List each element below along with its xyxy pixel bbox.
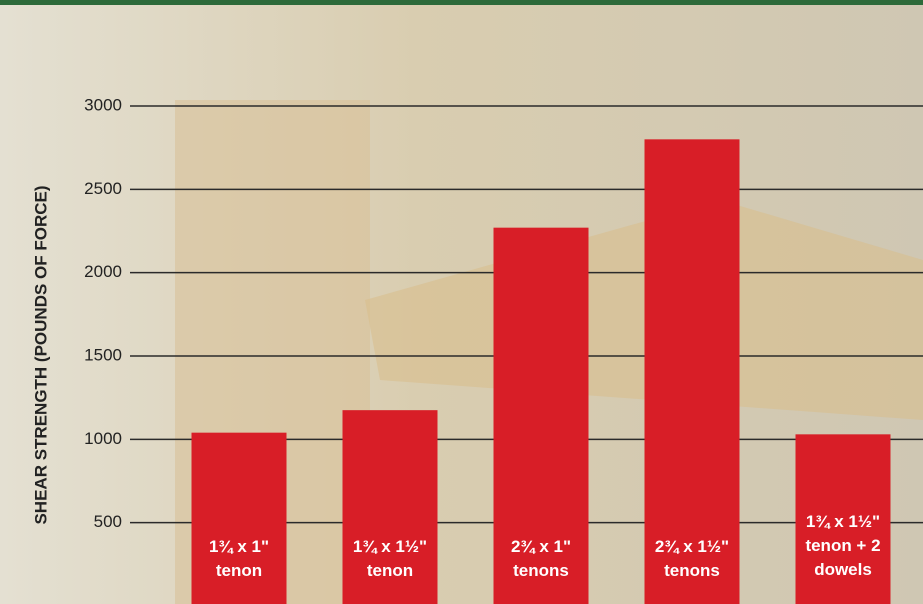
bar bbox=[644, 139, 740, 604]
bar bbox=[493, 227, 589, 604]
x-tick-label-line: tenons bbox=[664, 561, 720, 580]
bar bbox=[191, 432, 287, 604]
x-tick-label: 1¾ x 1" tenon bbox=[209, 537, 269, 580]
y-tick-label: 2000 bbox=[84, 262, 122, 281]
x-tick-label-line: 1¾ x 1½" bbox=[806, 512, 880, 531]
x-tick-label: 2¾ x 1" tenons bbox=[511, 537, 571, 580]
y-tick-label: 2500 bbox=[84, 179, 122, 198]
y-tick-label: 500 bbox=[94, 512, 122, 531]
y-tick-label: 3000 bbox=[84, 95, 122, 114]
x-tick-label-line: tenon bbox=[216, 561, 262, 580]
bar bbox=[795, 434, 891, 604]
x-tick-label-line: 1¾ x 1½" bbox=[353, 537, 427, 556]
y-tick-label: 1000 bbox=[84, 429, 122, 448]
x-tick-label: 1¾ x 1½" tenon bbox=[353, 537, 427, 580]
top-stripe bbox=[0, 0, 923, 5]
x-tick-label-line: 2¾ x 1½" bbox=[655, 537, 729, 556]
x-tick-label-line: dowels bbox=[814, 560, 872, 579]
y-tick-label: 1500 bbox=[84, 345, 122, 364]
x-tick-label-line: 1¾ x 1" bbox=[209, 537, 269, 556]
x-tick-label-line: tenons bbox=[513, 561, 569, 580]
x-tick-label: 2¾ x 1½" tenons bbox=[655, 537, 729, 580]
x-tick-label-line: tenon + 2 bbox=[805, 536, 880, 555]
y-axis-title: SHEAR STRENGTH (POUNDS OF FORCE) bbox=[31, 185, 50, 524]
x-tick-label-line: 2¾ x 1" bbox=[511, 537, 571, 556]
x-tick-label-line: tenon bbox=[367, 561, 413, 580]
x-tick-label: 1¾ x 1½" tenon + 2 dowels bbox=[805, 512, 880, 579]
bar bbox=[342, 410, 438, 604]
